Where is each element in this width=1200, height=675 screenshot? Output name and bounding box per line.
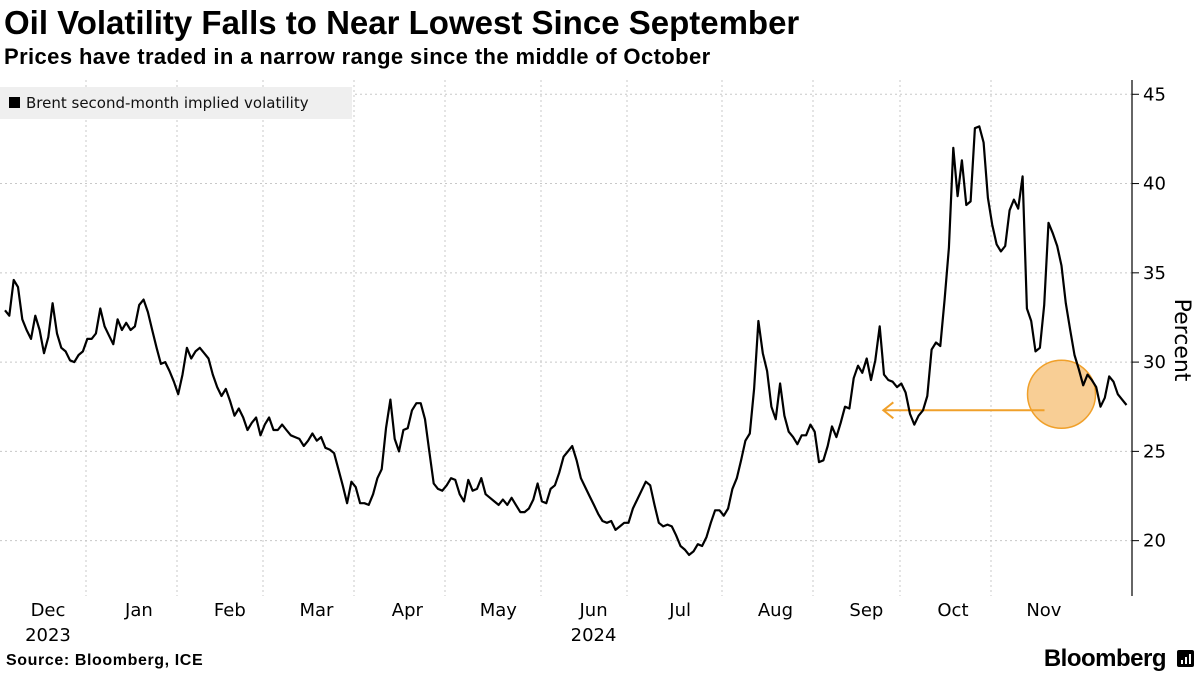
- x-tick-label: May: [480, 600, 518, 621]
- volatility-series-line: [4, 125, 1128, 556]
- x-tick-label: Aug: [758, 600, 793, 621]
- highlight-annotation: [881, 359, 1097, 429]
- x-tick-label: Mar: [299, 600, 334, 621]
- x-tick-label: Feb: [214, 600, 246, 621]
- y-tick-label: 45: [1143, 84, 1166, 105]
- x-tick-label: Jan: [124, 600, 153, 621]
- y-tick-label: 30: [1143, 352, 1166, 373]
- highlight-circle: [1026, 359, 1097, 429]
- x-tick-label: Oct: [937, 600, 968, 621]
- x-tick-label: Apr: [392, 600, 424, 621]
- chart-title: Oil Volatility Falls to Near Lowest Sinc…: [4, 4, 800, 41]
- brand-icon: [1177, 650, 1194, 667]
- x-axis: Dec 2023 Jan Feb Mar Apr May Jun 2024 Jul Aug Sep Oc…: [25, 600, 1062, 646]
- legend: Brent second-month implied volatility: [0, 87, 352, 119]
- x-tick-label: Sep: [849, 600, 883, 621]
- x-tick-label: Jul: [668, 600, 691, 621]
- legend-label: Brent second-month implied volatility: [26, 94, 309, 112]
- x-tick-label: Jun: [579, 600, 608, 621]
- y-axis-title: Percent: [1169, 299, 1194, 382]
- arrow-head: [881, 401, 894, 420]
- y-tick-label: 40: [1143, 174, 1166, 195]
- y-tick-label: 20: [1143, 531, 1166, 552]
- y-tick-label: 25: [1143, 441, 1166, 462]
- grid-lines: [0, 80, 1132, 596]
- legend-background: [0, 87, 352, 119]
- legend-swatch: [9, 97, 20, 108]
- x-tick-year: 2023: [25, 625, 71, 646]
- chart-subtitle: Prices have traded in a narrow range sin…: [4, 44, 711, 69]
- x-tick-label: Dec: [31, 600, 66, 621]
- brand-logo: Bloomberg: [1043, 645, 1167, 672]
- x-tick-label: Nov: [1026, 600, 1061, 621]
- y-axis: 20 25 30 35 40 45: [1131, 80, 1166, 596]
- x-tick-year: 2024: [571, 625, 617, 646]
- y-tick-label: 35: [1143, 263, 1166, 284]
- source-note: Source: Bloomberg, ICE: [6, 652, 204, 669]
